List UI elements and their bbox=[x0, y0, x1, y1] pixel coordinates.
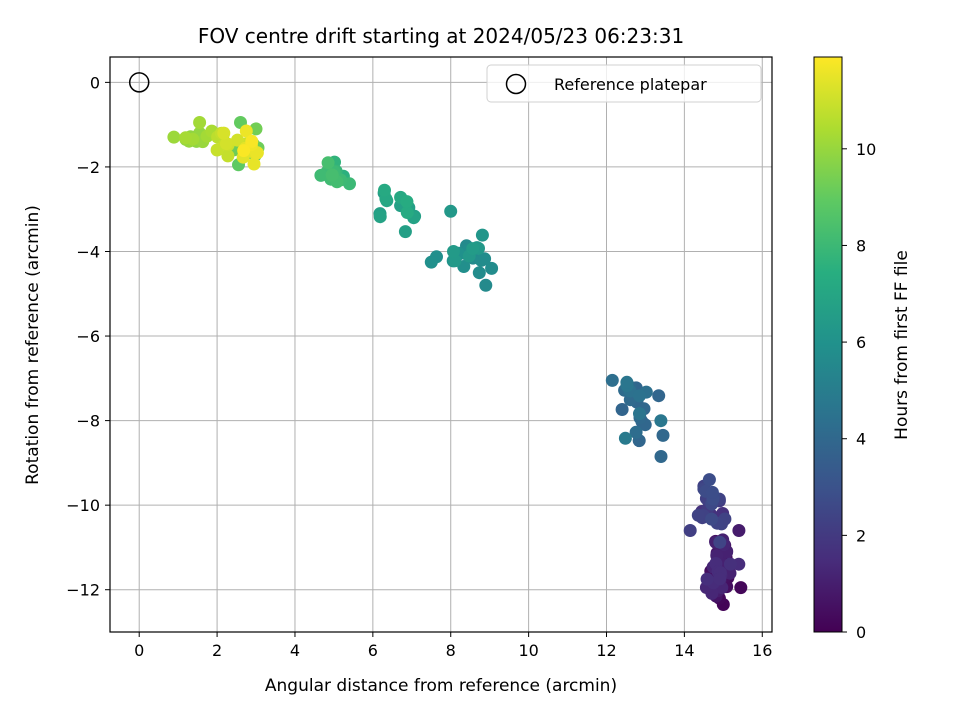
data-point bbox=[605, 373, 619, 387]
data-point bbox=[713, 572, 727, 586]
data-point bbox=[633, 407, 646, 421]
x-tick-label: 2 bbox=[212, 641, 222, 660]
colorbar-ticks: 0 2 4 6 8 10 bbox=[842, 140, 876, 642]
data-point bbox=[620, 375, 634, 389]
data-point bbox=[447, 245, 460, 258]
y-tick-label: 0 bbox=[90, 73, 100, 92]
data-point bbox=[314, 168, 328, 182]
axis-ticks: 0 2 4 6 8 10 12 14 16 0 −2 −4 −6 −8 −10 −12 bbox=[66, 73, 772, 660]
data-point bbox=[179, 131, 193, 145]
data-point bbox=[478, 252, 492, 266]
data-point bbox=[683, 524, 697, 537]
colorbar-tick-label: 6 bbox=[856, 333, 866, 352]
data-point bbox=[705, 485, 719, 499]
data-point bbox=[217, 126, 231, 140]
data-point bbox=[734, 581, 748, 595]
y-axis-label: Rotation from reference (arcmin) bbox=[23, 205, 43, 485]
y-tick-label: −4 bbox=[76, 242, 100, 261]
data-point bbox=[400, 206, 414, 219]
data-point bbox=[652, 389, 666, 403]
x-tick-label: 8 bbox=[446, 641, 456, 660]
data-point bbox=[239, 124, 253, 138]
data-point bbox=[398, 225, 412, 239]
reference-platepar-marker bbox=[128, 72, 150, 93]
data-point bbox=[654, 414, 668, 428]
y-tick-label: −2 bbox=[76, 158, 100, 177]
data-point bbox=[472, 266, 486, 280]
x-tick-label: 6 bbox=[368, 641, 378, 660]
legend: Reference platepar bbox=[486, 64, 762, 103]
data-point bbox=[479, 278, 493, 292]
data-point bbox=[654, 450, 668, 463]
data-point bbox=[219, 137, 233, 151]
data-point bbox=[700, 572, 714, 586]
colorbar-tick-label: 0 bbox=[856, 623, 866, 642]
data-point bbox=[629, 425, 643, 439]
data-point bbox=[691, 508, 705, 522]
data-point bbox=[245, 134, 259, 148]
x-tick-label: 4 bbox=[290, 641, 300, 660]
data-point bbox=[237, 144, 251, 158]
x-tick-label: 0 bbox=[134, 641, 144, 660]
colorbar-tick-label: 4 bbox=[856, 430, 866, 449]
data-point bbox=[713, 535, 727, 549]
data-point bbox=[193, 116, 207, 129]
data-point bbox=[615, 403, 629, 416]
data-point bbox=[321, 156, 335, 170]
data-point bbox=[378, 183, 391, 197]
chart-title: FOV centre drift starting at 2024/05/23 … bbox=[198, 24, 684, 48]
y-tick-label: −10 bbox=[66, 496, 100, 515]
x-tick-label: 16 bbox=[752, 641, 772, 660]
y-tick-label: −6 bbox=[76, 327, 100, 346]
x-tick-label: 12 bbox=[596, 641, 616, 660]
data-point bbox=[210, 143, 224, 157]
data-point bbox=[656, 428, 670, 442]
legend-box bbox=[486, 64, 762, 103]
colorbar-tick-label: 8 bbox=[856, 236, 866, 255]
data-point bbox=[485, 261, 499, 275]
colorbar-tick-label: 2 bbox=[856, 526, 866, 545]
data-point bbox=[400, 195, 414, 209]
data-point bbox=[167, 130, 181, 144]
data-point bbox=[705, 512, 719, 526]
data-point bbox=[633, 389, 646, 403]
data-point bbox=[221, 149, 235, 163]
data-points bbox=[167, 116, 748, 611]
data-point bbox=[444, 204, 458, 218]
data-point bbox=[373, 210, 387, 224]
plot-frame bbox=[109, 56, 773, 633]
x-tick-label: 14 bbox=[674, 641, 694, 660]
data-point bbox=[702, 473, 716, 487]
data-point bbox=[247, 157, 261, 171]
colorbar-tick-label: 10 bbox=[856, 140, 876, 159]
data-point bbox=[249, 122, 263, 136]
data-point bbox=[723, 557, 737, 571]
colorbar-label: Hours from first FF file bbox=[892, 250, 912, 440]
y-tick-label: −12 bbox=[66, 581, 100, 600]
data-point bbox=[732, 524, 746, 537]
colorbar-gradient bbox=[813, 56, 843, 633]
x-axis-label: Angular distance from reference (arcmin) bbox=[265, 676, 617, 696]
x-tick-label: 10 bbox=[518, 641, 538, 660]
colorbar: 0 2 4 6 8 10 Hours from first FF file bbox=[813, 56, 912, 642]
data-point bbox=[231, 133, 244, 147]
legend-marker-icon bbox=[505, 73, 527, 95]
data-point bbox=[618, 431, 632, 445]
data-point bbox=[424, 255, 438, 269]
data-point bbox=[466, 242, 480, 256]
grid bbox=[110, 57, 772, 632]
y-tick-label: −8 bbox=[76, 412, 100, 431]
data-point bbox=[475, 228, 489, 242]
data-point bbox=[325, 168, 339, 182]
legend-entry-reference-platepar: Reference platepar bbox=[554, 75, 707, 94]
